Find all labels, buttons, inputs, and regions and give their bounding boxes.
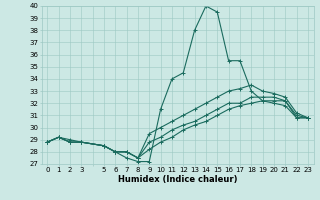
X-axis label: Humidex (Indice chaleur): Humidex (Indice chaleur) — [118, 175, 237, 184]
